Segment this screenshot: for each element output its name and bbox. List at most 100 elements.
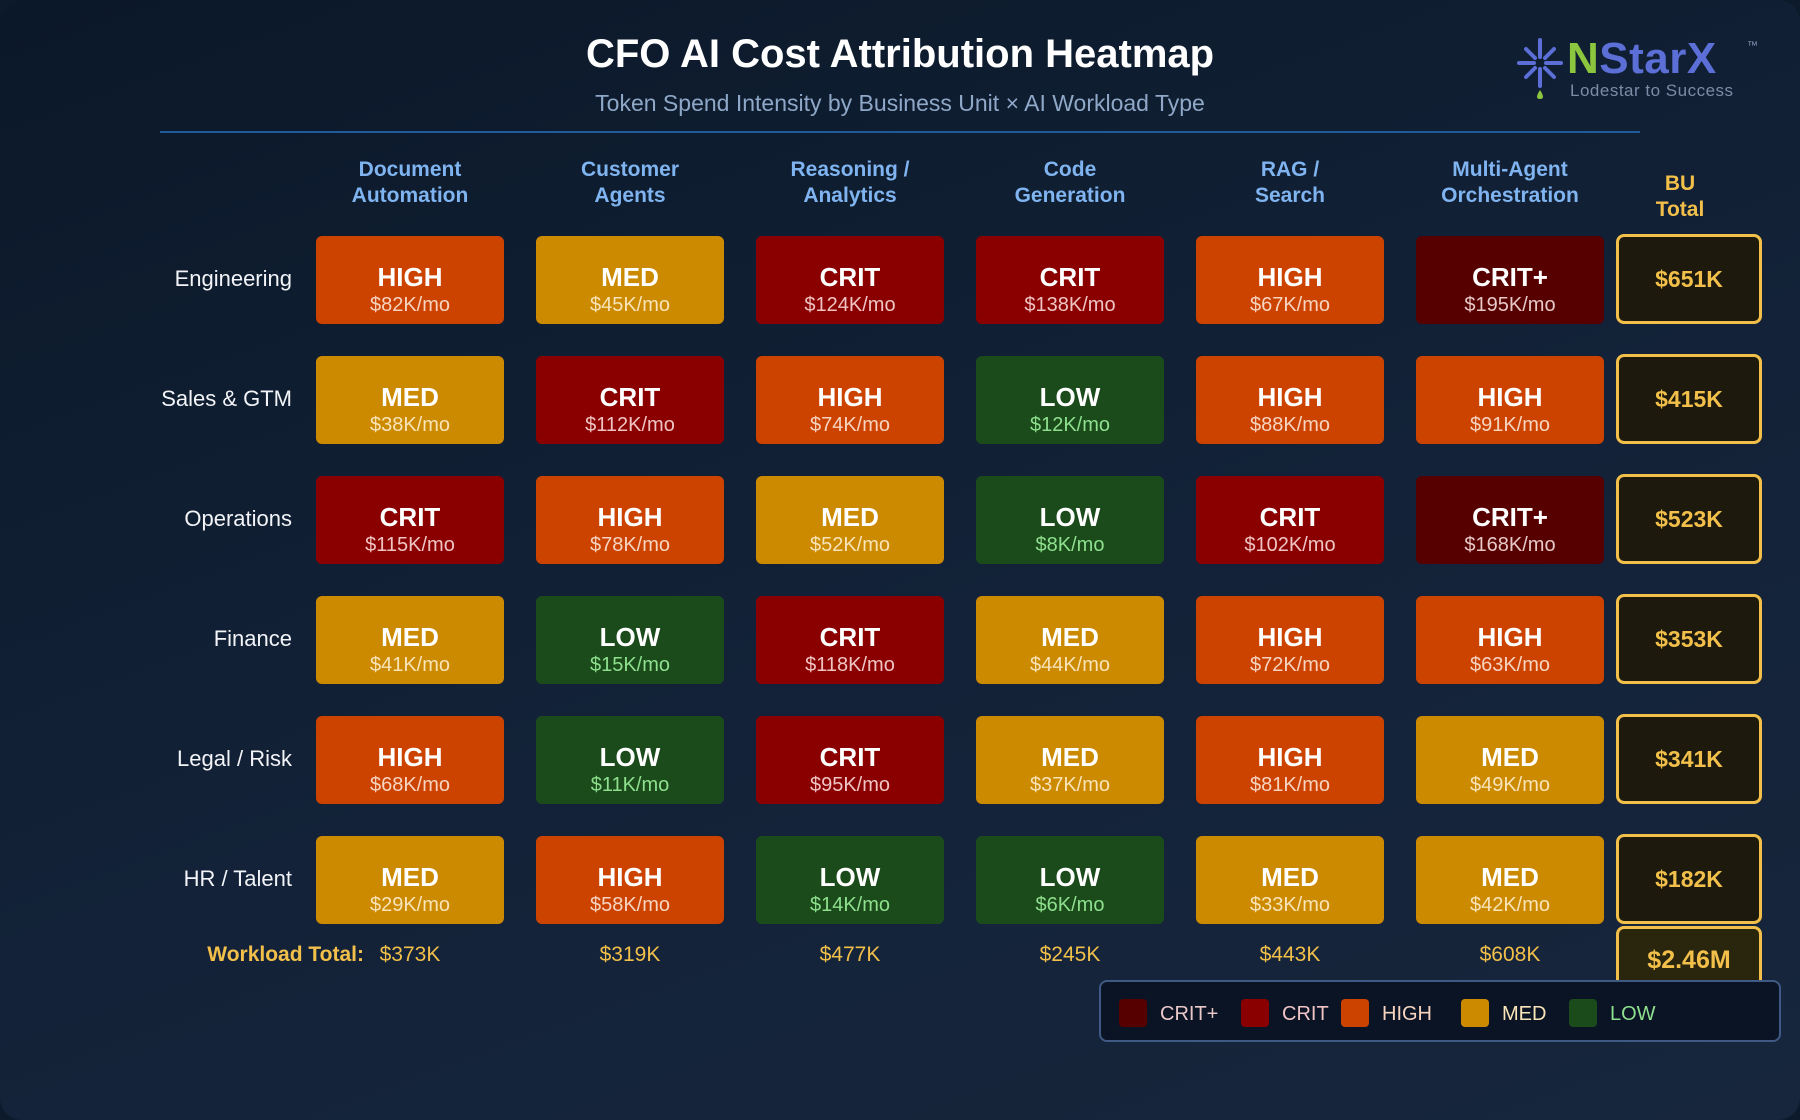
bu-total-legal-risk: $341K: [1616, 714, 1762, 804]
legend-swatch: [1341, 999, 1369, 1027]
cell-level: CRIT: [819, 742, 881, 772]
legend-swatch: [1569, 999, 1597, 1027]
bu-total-finance: $353K: [1616, 594, 1762, 684]
workload-total-value: $477K: [819, 943, 881, 966]
cell-value: $15K/mo: [589, 654, 671, 676]
cell-level: HIGH: [1477, 382, 1543, 412]
row-label-finance: Finance: [213, 626, 292, 651]
cell-level: MED: [1481, 742, 1539, 772]
brand-logo: NStarX ™ Lodestar to Success: [1515, 34, 1758, 106]
cell-value: $42K/mo: [1469, 894, 1551, 916]
workload-total-value: $443K: [1259, 943, 1321, 966]
heatmap-cell: HIGH $81K/mo: [1196, 716, 1384, 804]
heatmap-cell: MED $38K/mo: [316, 356, 504, 444]
cell-level: LOW: [1039, 502, 1101, 532]
trademark-mark: ™: [1747, 40, 1758, 52]
cell-level: HIGH: [1257, 262, 1323, 292]
cell-level: CRIT+: [1472, 502, 1548, 532]
cell-value: $88K/mo: [1249, 414, 1331, 436]
cell-value: $68K/mo: [369, 774, 451, 796]
cell-level: MED: [1041, 622, 1099, 652]
cell-level: CRIT: [1259, 502, 1321, 532]
cell-value: $138K/mo: [1024, 294, 1116, 316]
cell-level: CRIT+: [1472, 262, 1548, 292]
cell-level: LOW: [1039, 862, 1101, 892]
cell-value: $74K/mo: [809, 414, 891, 436]
heatmap-cell: MED $37K/mo: [976, 716, 1164, 804]
legend-label: CRIT: [1282, 1003, 1329, 1025]
chart-title: CFO AI Cost Attribution Heatmap: [585, 32, 1215, 76]
cell-value: $38K/mo: [369, 414, 451, 436]
heatmap-cell: HIGH $68K/mo: [316, 716, 504, 804]
heatmap-cell: HIGH $58K/mo: [536, 836, 724, 924]
cell-level: HIGH: [1477, 622, 1543, 652]
column-header-document-automation: Document Automation: [351, 158, 469, 207]
column-header-code-generation: Code Generation: [1014, 158, 1126, 207]
bu-total-hr-talent: $182K: [1616, 834, 1762, 924]
workload-total-value: $319K: [599, 943, 661, 966]
cell-value: $67K/mo: [1249, 294, 1331, 316]
heatmap-cell: CRIT+ $168K/mo: [1416, 476, 1604, 564]
heatmap-cell: HIGH $63K/mo: [1416, 596, 1604, 684]
cell-value: $115K/mo: [365, 534, 455, 556]
legend-swatch: [1119, 999, 1147, 1027]
heatmap-cell: CRIT $115K/mo: [316, 476, 504, 564]
heatmap-cell: MED $29K/mo: [316, 836, 504, 924]
heatmap-cell: HIGH $82K/mo: [316, 236, 504, 324]
cell-level: MED: [1261, 862, 1319, 892]
heatmap-cell: HIGH $72K/mo: [1196, 596, 1384, 684]
heatmap-cell: MED $33K/mo: [1196, 836, 1384, 924]
column-header-multi-agent-orchestration: Multi-Agent Orchestration: [1441, 158, 1579, 207]
cell-value: $29K/mo: [369, 894, 451, 916]
heatmap-cell: LOW $15K/mo: [536, 596, 724, 684]
heatmap-cell: LOW $14K/mo: [756, 836, 944, 924]
row-label-legal-risk: Legal / Risk: [177, 746, 292, 771]
chart-subtitle: Token Spend Intensity by Business Unit ×…: [595, 90, 1205, 116]
cell-level: HIGH: [597, 502, 663, 532]
cell-level: MED: [821, 502, 879, 532]
heatmap-cell: MED $45K/mo: [536, 236, 724, 324]
brand-tagline: Lodestar to Success: [1570, 81, 1734, 100]
cell-level: LOW: [599, 622, 661, 652]
legend-label: CRIT+: [1160, 1003, 1219, 1025]
heatmap-cell: HIGH $91K/mo: [1416, 356, 1604, 444]
row-label-hr-talent: HR / Talent: [183, 866, 292, 891]
column-header-reasoning-analytics: Reasoning / Analytics: [790, 158, 910, 207]
row-label-operations: Operations: [184, 506, 292, 531]
column-header-customer-agents: Customer Agents: [580, 158, 680, 207]
cell-value: $81K/mo: [1249, 774, 1331, 796]
heatmap-cell: MED $52K/mo: [756, 476, 944, 564]
cell-value: $52K/mo: [809, 534, 891, 556]
workload-total-value: $245K: [1039, 943, 1101, 966]
legend-label: MED: [1502, 1003, 1547, 1025]
legend-swatch: [1241, 999, 1269, 1027]
cell-level: MED: [381, 622, 439, 652]
cell-value: $63K/mo: [1469, 654, 1551, 676]
cell-level: CRIT: [819, 262, 881, 292]
cell-level: CRIT: [1039, 262, 1101, 292]
column-header-bu-total: BU Total: [1655, 172, 1705, 221]
heatmap-cell: LOW $8K/mo: [976, 476, 1164, 564]
cell-level: LOW: [599, 742, 661, 772]
cell-value: $8K/mo: [1035, 534, 1105, 556]
cell-value: $49K/mo: [1469, 774, 1551, 796]
cell-level: HIGH: [1257, 622, 1323, 652]
heatmap-cell: HIGH $78K/mo: [536, 476, 724, 564]
row-label-engineering: Engineering: [174, 266, 292, 291]
workload-total-value: $373K: [379, 943, 441, 966]
heatmap-cell: CRIT $112K/mo: [536, 356, 724, 444]
title-divider: [160, 131, 1640, 133]
cell-value: $95K/mo: [809, 774, 891, 796]
workload-total-value: $608K: [1479, 943, 1541, 966]
cell-level: LOW: [1039, 382, 1101, 412]
cell-value: $58K/mo: [589, 894, 671, 916]
cell-value: $12K/mo: [1029, 414, 1111, 436]
cell-value: $41K/mo: [369, 654, 451, 676]
cell-level: MED: [1041, 742, 1099, 772]
bu-total-sales-gtm: $415K: [1616, 354, 1762, 444]
cell-value: $91K/mo: [1469, 414, 1551, 436]
workload-total-label: Workload Total:: [207, 943, 364, 966]
cell-value: $78K/mo: [589, 534, 671, 556]
heatmap-cell: MED $49K/mo: [1416, 716, 1604, 804]
legend: CRIT+ CRIT HIGH MED LOW: [1099, 980, 1781, 1042]
